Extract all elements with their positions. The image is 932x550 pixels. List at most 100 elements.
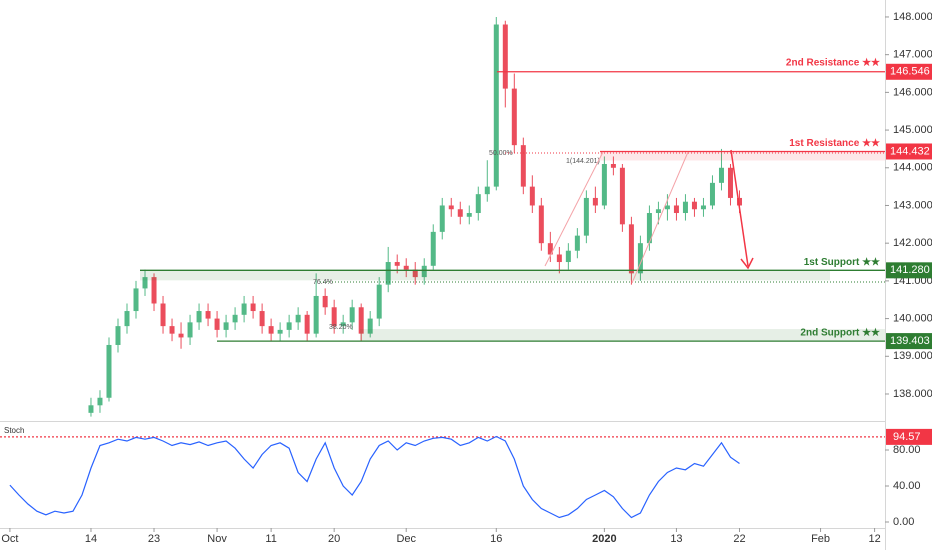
candle-body bbox=[727, 167, 733, 198]
x-tick-label: 20 bbox=[328, 533, 340, 545]
level-zone bbox=[600, 151, 885, 161]
candle-body bbox=[691, 201, 697, 210]
candle-body bbox=[736, 197, 742, 206]
candle-body bbox=[610, 164, 616, 168]
candle-body bbox=[277, 329, 283, 334]
level-price: 146.546 bbox=[890, 66, 930, 78]
candle-body bbox=[475, 194, 481, 214]
candle-body bbox=[304, 314, 310, 334]
candle-body bbox=[709, 182, 715, 206]
x-tick-label: 16 bbox=[490, 533, 502, 545]
y-tick-label: 40.00 bbox=[893, 480, 921, 492]
candle-body bbox=[214, 318, 220, 330]
fib-label: 76.4% bbox=[313, 279, 333, 286]
level-price: 139.403 bbox=[890, 335, 930, 347]
candle-body bbox=[241, 303, 247, 315]
level-price-box bbox=[886, 262, 932, 279]
y-tick-label: 142.000 bbox=[893, 237, 932, 249]
level-name: 1st Support ★★ bbox=[804, 257, 880, 268]
candle-body bbox=[295, 314, 301, 323]
x-tick-label: 12 bbox=[868, 533, 880, 545]
level-price: 141.280 bbox=[890, 264, 930, 276]
stoch-line bbox=[9, 435, 740, 519]
level-price-box bbox=[886, 333, 932, 350]
candle-body bbox=[142, 277, 148, 289]
x-tick-label: 22 bbox=[733, 533, 745, 545]
candle-body bbox=[439, 205, 445, 232]
candle-body bbox=[340, 322, 346, 327]
level-name: 2nd Resistance ★★ bbox=[786, 57, 880, 68]
candle-body bbox=[106, 344, 112, 398]
y-tick-label: 146.000 bbox=[893, 86, 932, 98]
candle-body bbox=[322, 295, 328, 308]
y-tick-label: 140.000 bbox=[893, 312, 932, 324]
x-tick-label: Oct bbox=[1, 533, 18, 545]
y-tick-label: 148.000 bbox=[893, 11, 932, 23]
candle-body bbox=[628, 224, 634, 274]
x-tick-label: 13 bbox=[670, 533, 682, 545]
candle-body bbox=[565, 250, 571, 263]
candle-body bbox=[232, 314, 238, 323]
candle-body bbox=[97, 397, 103, 406]
x-tick-label: 23 bbox=[148, 533, 160, 545]
fib-label: 38.20% bbox=[329, 324, 353, 331]
candle-body bbox=[664, 205, 670, 210]
fib-label: 50.00% bbox=[489, 150, 513, 157]
level-name: 1st Resistance ★★ bbox=[789, 138, 880, 149]
trend-line bbox=[631, 151, 689, 284]
level-price-box bbox=[886, 63, 932, 80]
candle-body bbox=[394, 262, 400, 266]
candle-body bbox=[637, 243, 643, 274]
candle-body bbox=[511, 88, 517, 146]
y-tick-label: 144.000 bbox=[893, 162, 932, 174]
candle-body bbox=[673, 205, 679, 214]
candle-body bbox=[466, 213, 472, 217]
arrow-head bbox=[740, 257, 754, 270]
candle-body bbox=[448, 205, 454, 210]
stoch-level-box bbox=[886, 428, 932, 445]
candle-body bbox=[412, 269, 418, 278]
level-zone bbox=[360, 329, 885, 342]
stoch-title: Stoch bbox=[4, 426, 24, 435]
y-tick-label: 80.00 bbox=[893, 444, 921, 456]
candle-body bbox=[655, 209, 661, 214]
candle-body bbox=[493, 24, 499, 187]
candle-body bbox=[430, 231, 436, 266]
level-zone bbox=[140, 270, 830, 281]
candle-body bbox=[529, 186, 535, 206]
candle-body bbox=[205, 311, 211, 319]
y-tick-label: 145.000 bbox=[893, 124, 932, 136]
candle-body bbox=[583, 197, 589, 236]
candle-body bbox=[286, 322, 292, 330]
candle-body bbox=[250, 303, 256, 312]
candle-body bbox=[538, 205, 544, 244]
candle-body bbox=[133, 288, 139, 312]
candle-body bbox=[700, 205, 706, 210]
candle-body bbox=[367, 318, 373, 334]
x-tick-label: 11 bbox=[265, 533, 276, 545]
candle-body bbox=[358, 307, 364, 334]
candle-body bbox=[196, 311, 202, 323]
candle-body bbox=[592, 197, 598, 206]
level-price-box bbox=[886, 143, 932, 160]
candle-body bbox=[124, 311, 130, 327]
candle-body bbox=[646, 213, 652, 244]
candle-body bbox=[421, 265, 427, 278]
candle-body bbox=[718, 167, 724, 183]
candle-body bbox=[682, 201, 688, 214]
y-tick-label: 139.000 bbox=[893, 350, 932, 362]
candle-body bbox=[88, 405, 94, 413]
x-tick-label: Nov bbox=[207, 533, 227, 545]
candle-body bbox=[349, 307, 355, 323]
candle-body bbox=[331, 307, 337, 327]
y-tick-label: 143.000 bbox=[893, 199, 932, 211]
y-tick-label: 138.000 bbox=[893, 388, 932, 400]
candle-body bbox=[223, 322, 229, 330]
y-tick-label: 147.000 bbox=[893, 49, 932, 61]
drawings bbox=[544, 149, 754, 284]
candle-body bbox=[160, 303, 166, 327]
x-tick-label: Feb bbox=[811, 533, 830, 545]
candle-body bbox=[376, 284, 382, 319]
